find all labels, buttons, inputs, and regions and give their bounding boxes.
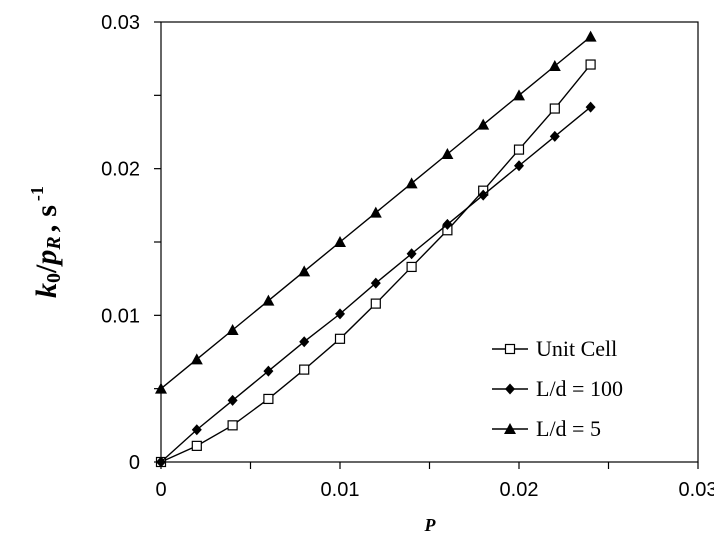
y-axis-label: k0/pR, s -1 <box>27 186 65 298</box>
series-line <box>160 64 592 463</box>
legend-marker <box>504 343 516 355</box>
series-2 <box>156 101 596 468</box>
x-axis-label: P <box>424 515 437 535</box>
data-point <box>155 382 167 394</box>
series-3 <box>155 30 597 394</box>
data-point <box>406 261 417 273</box>
data-point <box>262 294 275 306</box>
data-point <box>584 30 597 42</box>
data-point <box>369 206 382 218</box>
legend-marker <box>504 423 516 434</box>
data-point <box>227 420 238 431</box>
x-tick-label: 0.03 <box>679 479 714 501</box>
data-point <box>478 189 489 201</box>
data-point <box>585 59 596 70</box>
data-point <box>299 336 310 348</box>
data-point <box>263 393 274 405</box>
y-label-unit: s <box>30 205 63 217</box>
legend: Unit Cell L/d = 100 L/d = 5 <box>492 336 623 441</box>
data-point <box>191 424 202 436</box>
data-point <box>548 60 561 71</box>
y-label-p-subscript: R <box>43 236 65 250</box>
data-point <box>370 298 381 309</box>
data-point <box>441 148 454 159</box>
data-point <box>585 101 596 113</box>
data-point <box>299 364 310 375</box>
y-label-p: p <box>30 250 63 268</box>
data-point <box>370 277 381 289</box>
x-tick-label: 0.02 <box>500 479 539 501</box>
data-point <box>334 333 346 344</box>
series-layer <box>155 30 597 468</box>
y-axis-ticks: 0 0.01 0.02 0.03 <box>101 12 161 474</box>
data-point <box>190 353 203 365</box>
data-point <box>156 456 166 468</box>
data-point <box>549 103 560 114</box>
legend-label: Unit Cell <box>536 336 617 361</box>
data-point <box>477 118 490 130</box>
data-point <box>263 365 274 377</box>
data-point <box>513 89 525 101</box>
data-point <box>335 308 345 320</box>
legend-label: L/d = 100 <box>536 376 623 401</box>
data-point <box>406 248 417 260</box>
series-1 <box>155 59 596 468</box>
legend-item: L/d = 100 <box>492 376 623 401</box>
legend-item: L/d = 5 <box>492 416 601 441</box>
y-tick-label: 0 <box>129 452 140 474</box>
data-point <box>405 177 418 189</box>
y-label-k-subscript: 0 <box>43 273 65 283</box>
x-tick-label: 0 <box>155 479 166 501</box>
data-point <box>442 218 453 230</box>
data-point <box>514 160 524 172</box>
data-point <box>298 265 311 277</box>
x-tick-label: 0.01 <box>321 479 360 501</box>
data-point <box>549 130 560 142</box>
data-point <box>227 394 238 406</box>
data-point <box>513 144 525 155</box>
x-axis-ticks: 0 0.01 0.02 0.03 <box>155 462 714 501</box>
legend-label: L/d = 5 <box>536 416 601 441</box>
data-point <box>334 236 346 247</box>
y-label-comma: , <box>30 225 63 233</box>
data-point <box>226 324 239 335</box>
y-tick-label: 0.03 <box>101 12 140 34</box>
y-tick-label: 0.02 <box>101 159 140 181</box>
legend-item: Unit Cell <box>492 336 617 361</box>
y-tick-label: 0.01 <box>101 305 140 327</box>
legend-marker <box>505 383 515 395</box>
y-label-unit-exponent: -1 <box>27 186 47 201</box>
data-point <box>191 440 202 451</box>
y-label-slash: / <box>30 264 63 274</box>
y-label-k: k <box>30 283 63 298</box>
